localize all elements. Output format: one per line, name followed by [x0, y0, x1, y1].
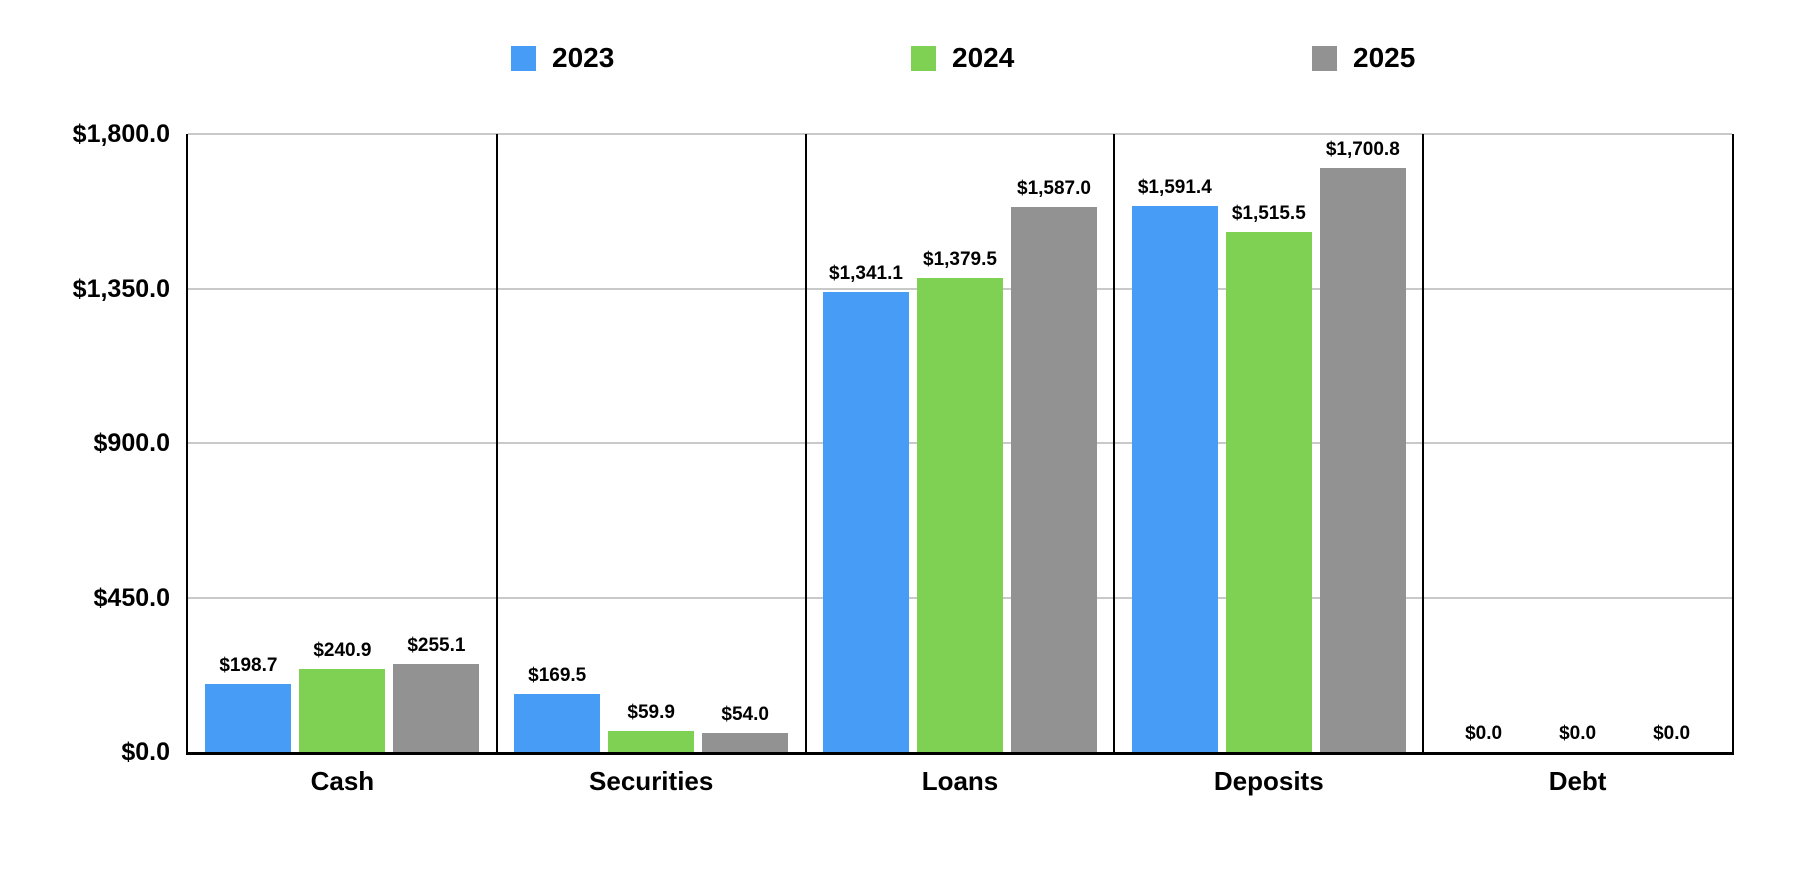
bar-value-label: $1,591.4	[1137, 176, 1212, 198]
bar-value-label: $169.5	[528, 664, 587, 686]
bar-deposits-2023	[1131, 205, 1218, 752]
legend-swatch-icon	[511, 45, 536, 71]
bar-securities-2024	[608, 731, 695, 752]
bar-value-label: $1,700.8	[1325, 139, 1400, 161]
plot-area: $198.7 $240.9 $255.1 $169.5 $59.9 $54.0 $1,341…	[186, 133, 1734, 755]
legend-label: 2025	[1353, 42, 1416, 73]
bar-securities-2023	[514, 693, 601, 752]
y-axis-tick-label: $900.0	[93, 429, 170, 457]
category-panel-separator	[495, 134, 498, 752]
bar-loans-2024	[917, 278, 1003, 752]
category-panel-separator	[804, 134, 807, 752]
bar-value-label: $240.9	[313, 640, 372, 662]
y-axis-tick-label: $1,350.0	[72, 274, 170, 303]
bar-securities-2025	[702, 733, 789, 752]
x-axis-category-label: Deposits	[1213, 766, 1324, 796]
bar-value-label: $0.0	[1653, 723, 1691, 744]
bar-value-label: $1,379.5	[923, 249, 997, 271]
bar-value-label: $1,341.1	[829, 262, 903, 284]
bar-cash-2025	[393, 664, 480, 752]
y-axis-tick-label: $1,800.0	[72, 120, 170, 148]
x-axis-category-label: Securities	[589, 766, 714, 796]
legend-label: 2024	[952, 42, 1015, 73]
legend-swatch-icon	[1312, 45, 1337, 71]
plot-right-border	[1732, 134, 1734, 752]
bar-cash-2023	[205, 683, 292, 752]
y-axis-tick-label: $0.0	[121, 738, 170, 766]
x-axis-category-label: Loans	[921, 766, 999, 796]
legend-item-2024: 2024	[911, 44, 1014, 72]
bar-value-label: $255.1	[407, 635, 466, 657]
x-axis-line	[186, 752, 1734, 755]
bar-cash-2024	[299, 669, 386, 752]
bar-value-label: $1,587.0	[1017, 178, 1091, 200]
bar-value-label: $198.7	[219, 654, 278, 676]
legend-item-2023: 2023	[511, 44, 614, 72]
bar-value-label: $54.0	[721, 704, 769, 726]
bar-deposits-2025	[1319, 168, 1406, 752]
legend-item-2025: 2025	[1312, 44, 1415, 72]
bar-value-label: $0.0	[1559, 723, 1597, 744]
bar-value-label: $1,515.5	[1231, 202, 1306, 224]
category-panel-separator	[1113, 134, 1116, 752]
bar-loans-2023	[823, 291, 909, 752]
y-axis-tick-label: $450.0	[93, 583, 170, 612]
category-panel-separator	[1422, 134, 1425, 752]
gridline	[188, 133, 1732, 135]
y-axis-line	[186, 134, 188, 752]
bar-value-label: $0.0	[1465, 723, 1503, 744]
legend-label: 2023	[552, 42, 615, 73]
x-axis-category-label: Cash	[310, 766, 375, 796]
bar-loans-2025	[1011, 207, 1097, 752]
legend-swatch-icon	[911, 45, 936, 71]
bar-deposits-2024	[1225, 231, 1312, 752]
x-axis-category-label: Debt	[1548, 766, 1607, 796]
bar-value-label: $59.9	[627, 702, 675, 724]
